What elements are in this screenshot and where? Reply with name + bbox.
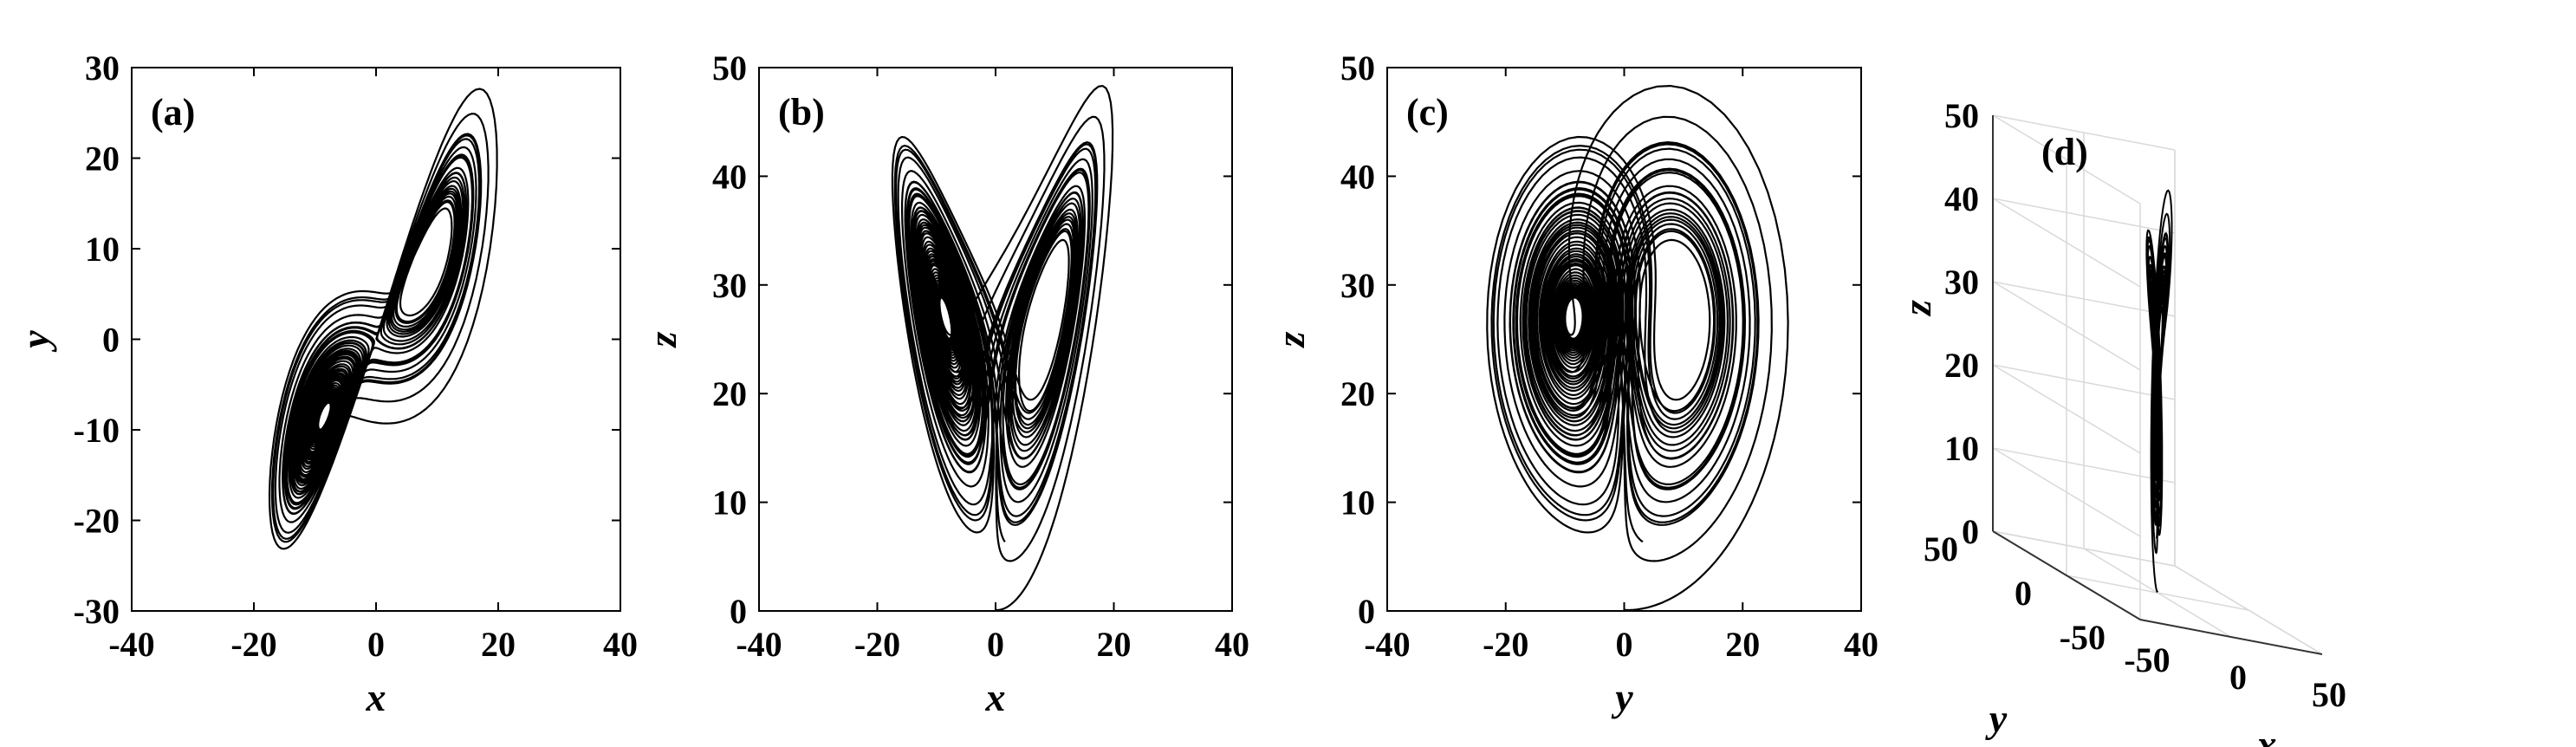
y-tick-label: 10 xyxy=(1340,484,1375,523)
x-axis-label: x xyxy=(366,675,386,719)
y-axis-label: z xyxy=(1269,331,1313,348)
grid-line xyxy=(1992,530,2176,567)
y-axis-label: y xyxy=(13,330,57,353)
z-tick-label: 10 xyxy=(1944,429,1979,468)
y-tick-label: 10 xyxy=(712,484,747,523)
x-tick-label: 20 xyxy=(1725,625,1760,664)
x-axis-label: y xyxy=(1611,675,1633,719)
x-axis-label: x xyxy=(2256,722,2277,747)
x-tick-label: 0 xyxy=(367,625,385,664)
y-axis-label: z xyxy=(640,331,685,348)
y-tick-label: 40 xyxy=(712,157,747,196)
y-tick-label: 40 xyxy=(1340,157,1375,196)
x-tick-label: -40 xyxy=(1364,625,1410,664)
trajectory-line xyxy=(1486,84,1789,612)
grid-line xyxy=(2174,565,2323,655)
y-tick-label: 10 xyxy=(85,230,120,269)
y-tick-label: 0 xyxy=(102,321,120,360)
trajectory-line xyxy=(268,88,498,550)
y-tick-label: 50 xyxy=(712,49,747,88)
x-tick-label: 0 xyxy=(2229,658,2247,697)
y-tick-label: 50 xyxy=(1340,49,1375,88)
y-tick-label: 0 xyxy=(730,592,747,631)
z-tick-label: 30 xyxy=(1944,263,1979,302)
y-tick-label: -10 xyxy=(74,411,120,450)
x-tick-label: 40 xyxy=(603,625,638,664)
x-axis-line xyxy=(2139,619,2323,655)
x-tick-label: 20 xyxy=(481,625,516,664)
x-tick-label: 0 xyxy=(1616,625,1633,664)
z-axis-label: z xyxy=(1895,300,1939,317)
x-tick-label: -40 xyxy=(736,625,782,664)
panel-c: -40 -20 0 20 40 0 10 20 30 40 50 y z (c) xyxy=(1269,49,1878,719)
x-tick-label: 0 xyxy=(987,625,1004,664)
x-tick-label: -20 xyxy=(1483,625,1528,664)
z-tick-label: 50 xyxy=(1944,96,1979,135)
y-tick-label: 30 xyxy=(712,266,747,305)
y-tick-label: 20 xyxy=(712,374,747,413)
y-tick-label: -20 xyxy=(74,502,120,541)
x-tick-label: -20 xyxy=(854,625,900,664)
y-tick-label: -50 xyxy=(2060,618,2106,657)
y-tick-label: 20 xyxy=(1340,374,1375,413)
x-tick-label: 20 xyxy=(1097,625,1132,664)
x-tick-label: -40 xyxy=(108,625,154,664)
panel-a: -40 -20 0 20 40 -30 -20 -10 0 10 20 30 x y (a) xyxy=(13,49,638,719)
z-tick-label: 20 xyxy=(1944,346,1979,385)
panel-label: (c) xyxy=(1406,91,1449,133)
y-tick-label: 0 xyxy=(2015,574,2032,613)
x-tick-label: 40 xyxy=(1844,625,1878,664)
y-axis-label: y xyxy=(1985,697,2008,741)
x-tick-label: -20 xyxy=(230,625,276,664)
y-tick-label: 50 xyxy=(1924,529,1958,568)
panel-label: (a) xyxy=(151,91,195,133)
x-tick-label: -50 xyxy=(2124,640,2170,679)
trajectory-line xyxy=(2145,189,2173,593)
x-tick-label: 40 xyxy=(1215,625,1249,664)
y-tick-label: 0 xyxy=(1358,592,1375,631)
y-tick-label: 30 xyxy=(1340,266,1375,305)
x-axis-label: x xyxy=(985,675,1006,719)
z-tick-label: 40 xyxy=(1944,179,1979,218)
trajectory-line xyxy=(891,84,1114,612)
y-tick-label: 30 xyxy=(85,49,120,88)
panel-label: (b) xyxy=(778,91,825,133)
panel-b: -40 -20 0 20 40 0 10 20 30 40 50 x z (b) xyxy=(640,49,1249,719)
panel-label: (d) xyxy=(2041,131,2088,173)
y-tick-label: 20 xyxy=(85,140,120,179)
y-axis-line xyxy=(1992,530,2141,620)
y-tick-label: -30 xyxy=(74,592,120,631)
z-tick-label: 0 xyxy=(1962,512,1979,551)
x-tick-label: 50 xyxy=(2312,675,2346,714)
